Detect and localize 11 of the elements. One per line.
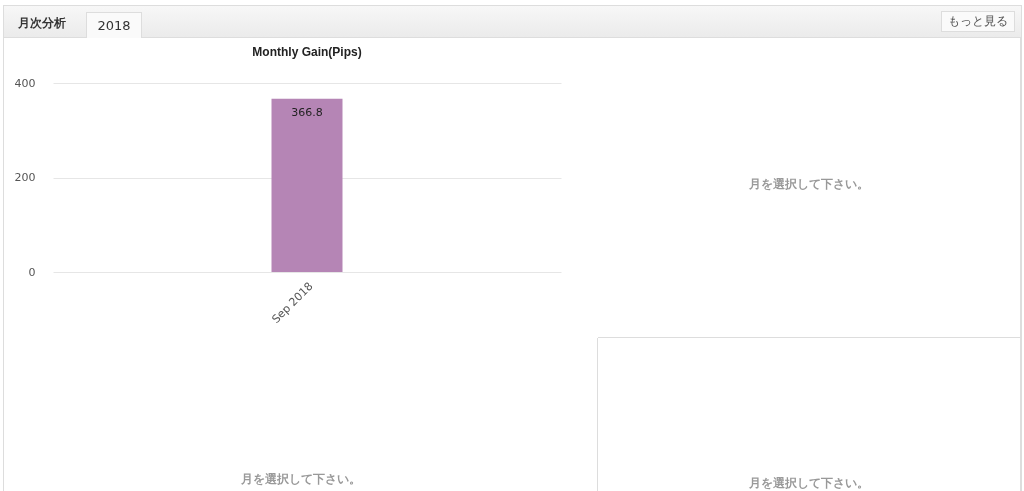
y-tick-label: 0 bbox=[28, 265, 36, 279]
y-tick-label: 400 bbox=[14, 76, 36, 90]
text: 月次分析 bbox=[18, 15, 66, 32]
y-tick-label: 200 bbox=[14, 171, 36, 184]
chart-title: Monthly Gain(Pips) bbox=[252, 45, 362, 59]
text: 月を選択して下さい。 bbox=[748, 475, 870, 491]
data-label: 366.8 bbox=[291, 105, 323, 119]
text: 月を選択して下さい。 bbox=[748, 176, 870, 193]
text: 2018 bbox=[86, 12, 142, 38]
text: 月を選択して下さい。 bbox=[239, 471, 362, 488]
text: もっと見る bbox=[941, 11, 1015, 32]
